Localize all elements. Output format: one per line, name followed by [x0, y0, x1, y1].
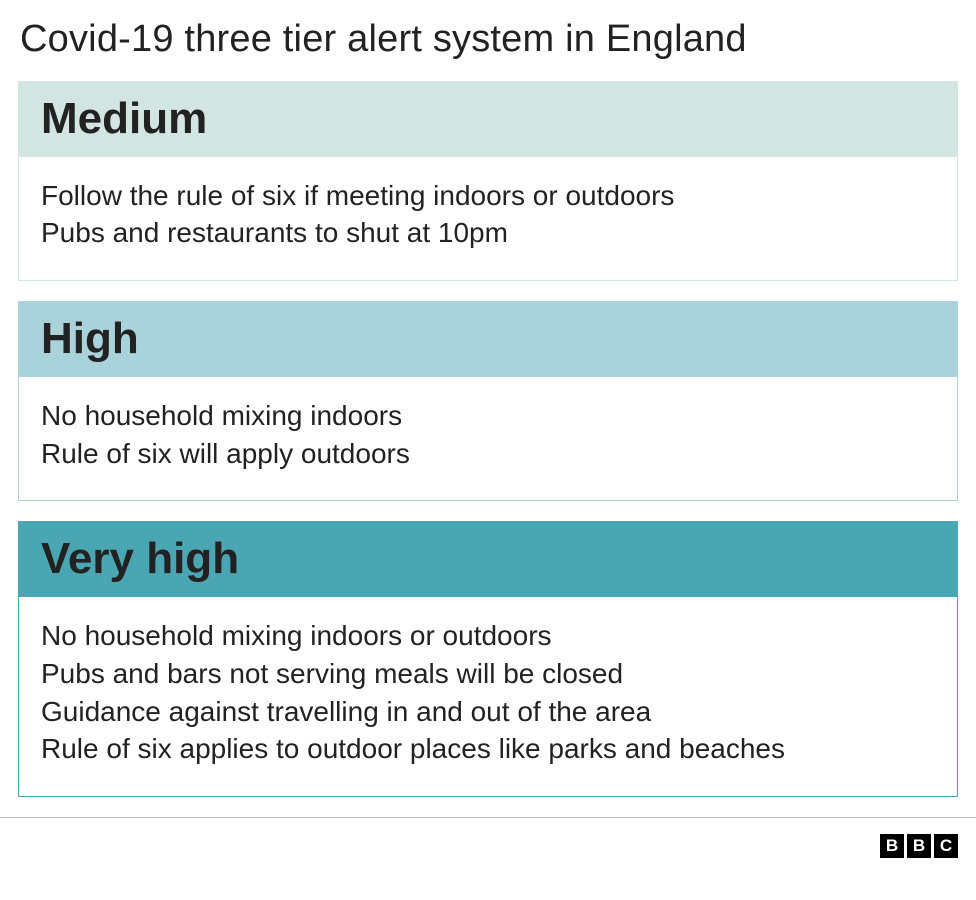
tier-card: HighNo household mixing indoorsRule of s… — [18, 301, 958, 501]
tier-card: Very highNo household mixing indoors or … — [18, 521, 958, 797]
tier-header: Very high — [19, 522, 957, 597]
bbc-logo-letter: B — [880, 834, 904, 858]
tier-header: High — [19, 302, 957, 377]
tiers-list: Medium Follow the rule of six if meeting … — [18, 81, 958, 797]
tier-rule: Rule of six will apply outdoors — [41, 435, 935, 473]
bbc-logo-letter: C — [934, 834, 958, 858]
tier-body: No household mixing indoorsRule of six w… — [19, 377, 957, 501]
tier-rule: Rule of six applies to outdoor places li… — [41, 730, 935, 768]
bbc-logo: B B C — [880, 834, 958, 858]
tier-card: Medium Follow the rule of six if meeting … — [18, 81, 958, 281]
tier-rule: Pubs and restaurants to shut at 10pm — [41, 214, 935, 252]
tier-body: No household mixing indoors or outdoorsP… — [19, 597, 957, 796]
tier-rule: No household mixing indoors or outdoors — [41, 617, 935, 655]
tier-rule: No household mixing indoors — [41, 397, 935, 435]
infographic-container: Covid-19 three tier alert system in Engl… — [0, 0, 976, 797]
tier-rule: Follow the rule of six if meeting indoor… — [41, 177, 935, 215]
tier-body: Follow the rule of six if meeting indoor… — [19, 157, 957, 281]
tier-rule: Pubs and bars not serving meals will be … — [41, 655, 935, 693]
tier-rule: Guidance against travelling in and out o… — [41, 693, 935, 731]
tier-header: Medium — [19, 82, 957, 157]
page-title: Covid-19 three tier alert system in Engl… — [20, 18, 958, 61]
bbc-logo-letter: B — [907, 834, 931, 858]
footer: B B C — [0, 818, 976, 858]
